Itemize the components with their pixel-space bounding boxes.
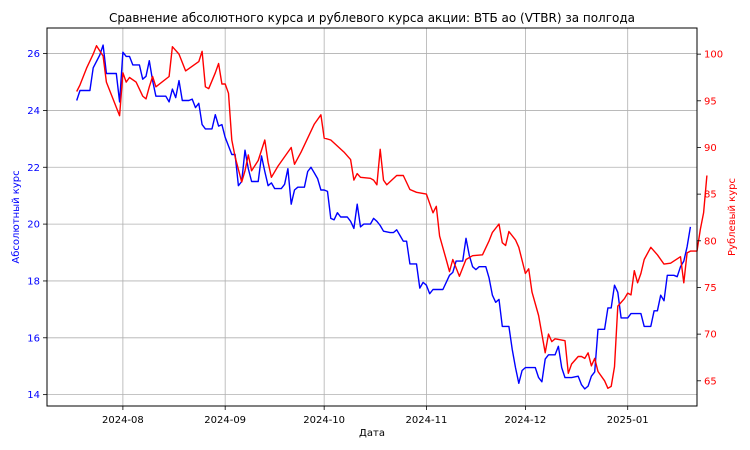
chart-title: Сравнение абсолютного курса и рублевого … xyxy=(109,11,635,25)
series-lines xyxy=(76,44,708,390)
left-tick-label: 18 xyxy=(27,276,40,287)
right-tick-label: 100 xyxy=(704,50,723,61)
left-tick-label: 20 xyxy=(27,220,40,231)
x-tick-label: 2024-12 xyxy=(505,415,547,426)
left-tick-label: 24 xyxy=(27,106,40,117)
right-tick-label: 65 xyxy=(704,376,717,387)
right-tick-label: 85 xyxy=(704,190,717,201)
x-tick-label: 2024-11 xyxy=(406,415,448,426)
x-tick-label: 2024-08 xyxy=(102,415,144,426)
left-axis-label: Абсолютный курс xyxy=(11,170,22,263)
right-axis-ticks: 65 70 75 80 85 90 95 100 xyxy=(697,50,723,387)
right-tick-label: 70 xyxy=(704,330,717,341)
left-tick-label: 22 xyxy=(27,163,40,174)
right-tick-label: 90 xyxy=(704,143,717,154)
right-axis-label: Рублевый курс xyxy=(727,178,738,256)
left-tick-label: 14 xyxy=(27,390,40,401)
ruble-price-line xyxy=(76,45,708,389)
absolute-price-line xyxy=(76,44,692,390)
right-tick-label: 95 xyxy=(704,96,717,107)
left-tick-label: 16 xyxy=(27,333,40,344)
left-tick-label: 26 xyxy=(27,49,40,60)
plot-area-frame xyxy=(46,27,698,407)
x-axis-label: Дата xyxy=(359,428,385,439)
x-tick-label: 2024-10 xyxy=(303,415,345,426)
x-tick-label: 2024-09 xyxy=(204,415,246,426)
right-tick-label: 75 xyxy=(704,283,717,294)
left-axis-ticks: 14 16 18 20 22 24 26 xyxy=(27,49,47,401)
right-tick-label: 80 xyxy=(704,236,717,247)
x-tick-label: 2025-01 xyxy=(607,415,649,426)
grid-lines xyxy=(47,28,697,406)
x-axis-ticks: 2024-08 2024-09 2024-10 2024-11 2024-12 2025-… xyxy=(102,406,649,426)
